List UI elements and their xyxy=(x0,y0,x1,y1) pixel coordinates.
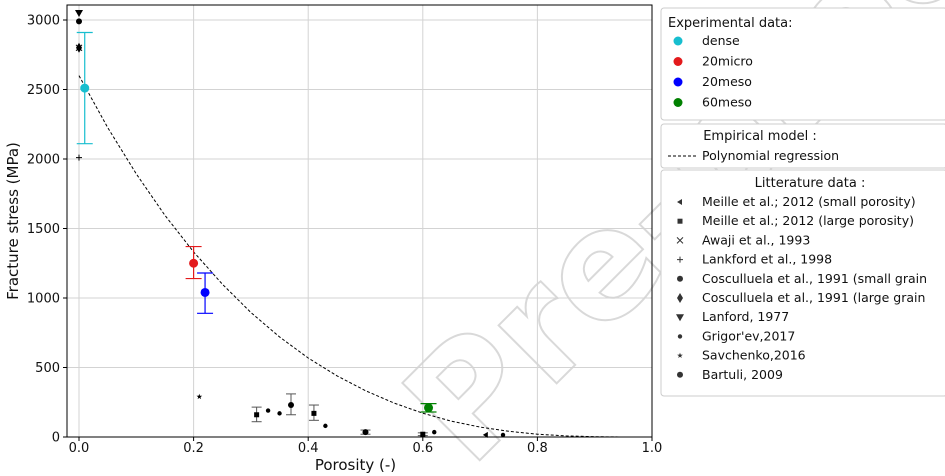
experimental-point xyxy=(200,287,210,297)
x-tick-label: 1.0 xyxy=(642,441,663,456)
literature-point xyxy=(265,408,271,413)
y-tick-label: 2500 xyxy=(27,83,60,98)
literature-point xyxy=(288,402,295,409)
y-axis-label: Fracture stress (MPa) xyxy=(4,142,22,300)
x-tick-label: 0.0 xyxy=(69,441,90,456)
literature-point xyxy=(500,432,506,438)
legend-marker-literature xyxy=(677,256,683,263)
legend-marker-literature xyxy=(676,314,684,322)
x-tick-label: 0.4 xyxy=(298,441,319,456)
literature-points-layer xyxy=(75,10,506,438)
legend-label-literature: Meille et al.; 2012 (small porosity) xyxy=(702,194,916,209)
y-tick-label: 500 xyxy=(35,361,60,376)
legend-label-literature: Savchenko,2016 xyxy=(702,348,806,363)
legend-label-literature: Meille et al.; 2012 (large porosity) xyxy=(702,213,914,228)
legend-marker-literature xyxy=(677,371,683,378)
legend-experimental-title: Experimental data: xyxy=(668,16,792,31)
literature-point xyxy=(254,412,260,418)
legend-marker-dense xyxy=(673,36,683,46)
x-axis-label: Porosity (-) xyxy=(315,456,396,474)
regression-curve xyxy=(78,75,652,438)
legend-label-dense: dense xyxy=(702,33,740,48)
literature-point xyxy=(76,18,82,25)
legend-label-regression: Polynomial regression xyxy=(702,148,839,163)
x-tick-label: 0.6 xyxy=(412,441,433,456)
literature-point xyxy=(482,431,488,438)
literature-point xyxy=(277,411,282,416)
legend-marker-literature xyxy=(677,218,683,224)
legend-layer: Experimental data: dense 20micro 20meso 60me… xyxy=(660,7,945,397)
legend-marker-literature xyxy=(677,199,682,205)
legend-label-20micro: 20micro xyxy=(702,54,753,69)
legend-label-literature: Lanford, 1977 xyxy=(702,309,789,324)
legend-label-60meso: 60meso xyxy=(702,95,752,110)
axes-layer: 0.0 0.2 0.4 0.6 0.8 1.0 0 500 1000 1500 2000 2500 30… xyxy=(4,4,663,474)
experimental-point xyxy=(80,83,90,93)
legend-marker-literature xyxy=(677,334,683,339)
regression-curve-layer xyxy=(78,75,652,438)
legend-marker-literature xyxy=(677,293,683,303)
experimental-point xyxy=(189,258,199,268)
y-tick-label: 3000 xyxy=(27,14,60,29)
legend-empirical xyxy=(660,123,945,169)
legend-literature xyxy=(660,169,945,397)
x-tick-label: 0.8 xyxy=(527,441,548,456)
legend-label-literature: Grigor'ev,2017 xyxy=(702,328,795,343)
legend-label-literature: Cosculluela et al., 1991 (small grain xyxy=(702,271,927,286)
legend-label-literature: Bartuli, 2009 xyxy=(702,367,783,382)
experimental-points-layer xyxy=(76,31,437,413)
legend-label-20meso: 20meso xyxy=(702,74,752,89)
x-tick-label: 0.2 xyxy=(183,441,204,456)
y-tick-label: 1000 xyxy=(27,292,60,307)
y-tick-label: 1500 xyxy=(27,222,60,237)
plot-frame xyxy=(66,4,653,438)
literature-point xyxy=(76,42,82,53)
legend-marker-literature xyxy=(676,237,684,244)
grid-layer xyxy=(67,5,653,438)
literature-point xyxy=(76,154,82,161)
legend-experimental xyxy=(660,7,945,121)
legend-marker-literature xyxy=(677,352,683,358)
legend-marker-20micro xyxy=(673,57,683,66)
literature-point xyxy=(362,429,369,436)
literature-point xyxy=(323,423,328,429)
y-tick-label: 2000 xyxy=(27,153,60,168)
legend-label-literature: Lankford et al., 1998 xyxy=(702,252,832,267)
experimental-point xyxy=(424,403,434,413)
literature-point xyxy=(196,393,203,400)
legend-marker-60meso xyxy=(673,98,683,107)
legend-label-literature: Cosculluela et al., 1991 (large grain xyxy=(702,290,925,305)
literature-point xyxy=(432,429,437,435)
legend-marker-20meso xyxy=(673,77,683,87)
literature-point xyxy=(75,10,83,18)
legend-literature-title: Litterature data : xyxy=(755,176,866,191)
literature-point xyxy=(311,410,317,416)
legend-empirical-title: Empirical model : xyxy=(703,129,817,144)
y-tick-label: 0 xyxy=(52,431,60,446)
legend-marker-literature xyxy=(677,275,683,282)
literature-point xyxy=(420,431,426,437)
legend-label-literature: Awaji et al., 1993 xyxy=(702,232,810,247)
